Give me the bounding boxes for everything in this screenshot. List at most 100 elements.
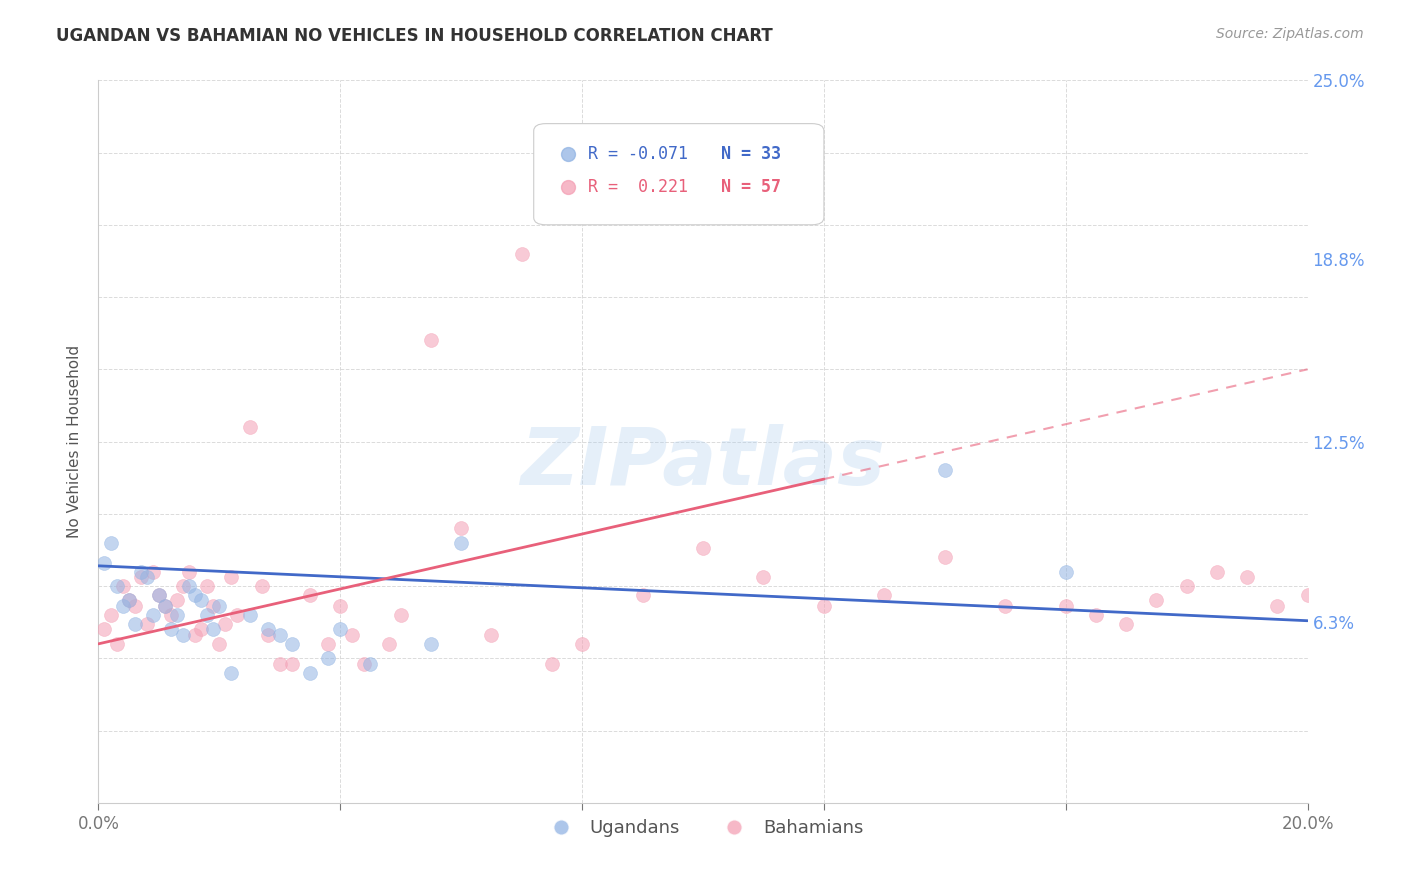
Point [105,579,128,593]
Point [221,665,243,680]
Point [269,628,291,642]
Point [353,657,375,671]
Point [118,593,141,607]
Point [420,637,443,651]
Point [631,588,654,602]
Point [1296,588,1319,602]
Point [100,607,122,622]
Point [239,607,262,622]
Point [934,463,956,477]
Point [179,579,201,593]
Point [129,570,152,584]
Point [142,607,165,622]
Point [160,607,183,622]
Point [377,637,399,651]
Point [269,657,291,671]
Point [1115,616,1137,631]
Text: N = 33: N = 33 [721,145,782,163]
Point [124,599,146,614]
Point [148,588,170,602]
Point [256,628,278,642]
Point [195,579,218,593]
Text: N = 57: N = 57 [721,178,782,196]
Text: Source: ZipAtlas.com: Source: ZipAtlas.com [1216,27,1364,41]
Point [190,593,212,607]
Text: UGANDAN VS BAHAMIAN NO VEHICLES IN HOUSEHOLD CORRELATION CHART: UGANDAN VS BAHAMIAN NO VEHICLES IN HOUSE… [56,27,773,45]
Point [1175,579,1198,593]
Point [420,334,443,348]
Point [93,623,115,637]
Point [202,623,225,637]
Point [208,599,231,614]
Point [190,623,212,637]
Y-axis label: No Vehicles in Household: No Vehicles in Household [67,345,83,538]
Point [1054,599,1077,614]
Point [1236,570,1258,584]
Point [360,657,382,671]
Point [256,623,278,637]
Point [195,607,218,622]
Point [118,593,141,607]
Point [214,616,236,631]
Point [1206,565,1229,579]
Point [202,599,225,614]
Point [148,588,170,602]
Point [100,535,122,549]
Point [299,588,322,602]
Point [124,616,146,631]
Point [994,599,1017,614]
Point [221,570,243,584]
Point [329,599,352,614]
Point [450,521,472,535]
Point [481,628,503,642]
Point [135,616,157,631]
Point [450,535,472,549]
Point [540,657,562,671]
Point [1054,565,1077,579]
Point [166,607,188,622]
Point [342,628,364,642]
Text: R = -0.071: R = -0.071 [588,145,688,163]
Point [166,593,188,607]
Point [329,623,352,637]
Point [208,637,231,651]
Point [299,665,322,680]
Point [135,570,157,584]
Point [1085,607,1108,622]
Point [316,651,339,665]
Point [239,420,262,434]
Point [93,556,115,570]
Text: R =  0.221: R = 0.221 [588,178,688,196]
Text: ZIPatlas: ZIPatlas [520,425,886,502]
Point [389,607,412,622]
Point [250,579,273,593]
Point [153,599,176,614]
Point [281,637,304,651]
Legend: Ugandans, Bahamians: Ugandans, Bahamians [536,812,870,845]
Point [172,579,194,593]
Point [153,599,176,614]
Point [142,565,165,579]
Point [813,599,835,614]
Point [571,637,593,651]
Point [184,628,207,642]
Point [873,588,896,602]
Point [692,541,714,556]
Point [184,588,207,602]
Point [129,565,152,579]
Point [111,579,134,593]
Point [172,628,194,642]
Point [1144,593,1167,607]
Point [316,637,339,651]
Point [111,599,134,614]
FancyBboxPatch shape [534,124,824,225]
Point [752,570,775,584]
Point [160,623,183,637]
Point [105,637,128,651]
Point [510,246,533,260]
Point [179,565,201,579]
Point [1267,599,1289,614]
Point [934,550,956,565]
Point [226,607,249,622]
Point [281,657,304,671]
